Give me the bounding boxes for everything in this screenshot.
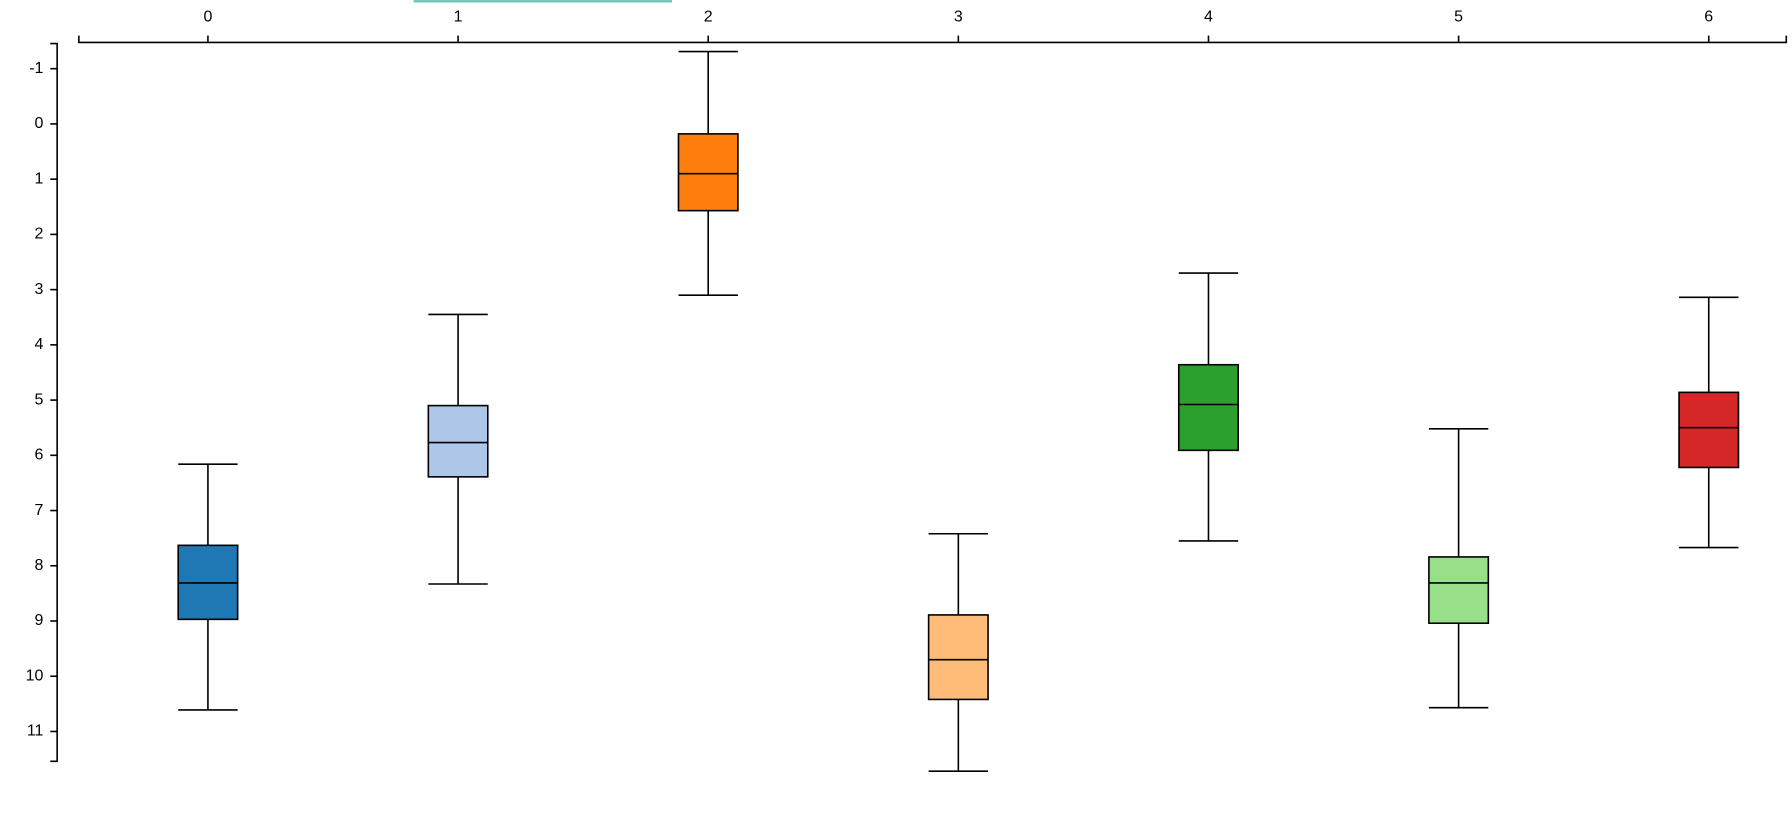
x-tick-label: 5 bbox=[1454, 9, 1463, 26]
box bbox=[677, 133, 739, 212]
x-tick-label: 0 bbox=[203, 9, 212, 26]
y-tick-label: 0 bbox=[35, 115, 44, 132]
y-tick-label: 3 bbox=[35, 281, 44, 298]
y-tick-label: 11 bbox=[27, 723, 44, 740]
y-tick-label: 5 bbox=[35, 391, 44, 408]
y-tick-label: 1 bbox=[35, 170, 44, 187]
x-tick-label: 6 bbox=[1704, 9, 1713, 26]
y-tick-label: 10 bbox=[26, 667, 44, 684]
box bbox=[1428, 556, 1490, 625]
y-tick-label: 7 bbox=[35, 502, 44, 519]
box bbox=[1177, 363, 1239, 452]
x-tick-label: 3 bbox=[954, 9, 963, 26]
y-tick-label: 9 bbox=[35, 612, 44, 629]
tab-indicator bbox=[413, 0, 672, 3]
x-tick-label: 2 bbox=[704, 9, 713, 26]
box bbox=[1678, 391, 1740, 469]
y-axis-line bbox=[50, 42, 58, 763]
x-tick-label: 4 bbox=[1204, 9, 1213, 26]
y-tick-label: -1 bbox=[29, 60, 43, 77]
box bbox=[927, 614, 989, 701]
box bbox=[427, 404, 489, 478]
y-tick-label: 8 bbox=[35, 557, 44, 574]
x-tick-label: 1 bbox=[454, 9, 463, 26]
y-tick-label: 4 bbox=[35, 336, 44, 353]
x-axis-line bbox=[78, 35, 1788, 44]
y-tick-label: 6 bbox=[35, 447, 44, 464]
y-tick-label: 2 bbox=[35, 226, 44, 243]
